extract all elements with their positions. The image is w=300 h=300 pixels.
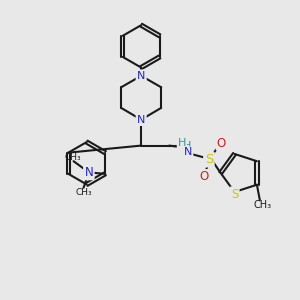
Text: O: O: [200, 170, 209, 183]
Text: O: O: [217, 137, 226, 150]
Text: N: N: [137, 115, 146, 125]
Text: H: H: [178, 138, 186, 148]
Text: CH₃: CH₃: [64, 153, 81, 162]
Text: CH₃: CH₃: [76, 188, 92, 196]
Text: CH₃: CH₃: [253, 200, 271, 210]
Text: H: H: [183, 141, 191, 151]
Text: N: N: [85, 166, 93, 179]
Text: S: S: [205, 153, 213, 166]
Text: S: S: [231, 188, 238, 201]
Text: N: N: [183, 150, 191, 160]
Text: N: N: [137, 71, 146, 81]
Text: N: N: [184, 147, 193, 158]
